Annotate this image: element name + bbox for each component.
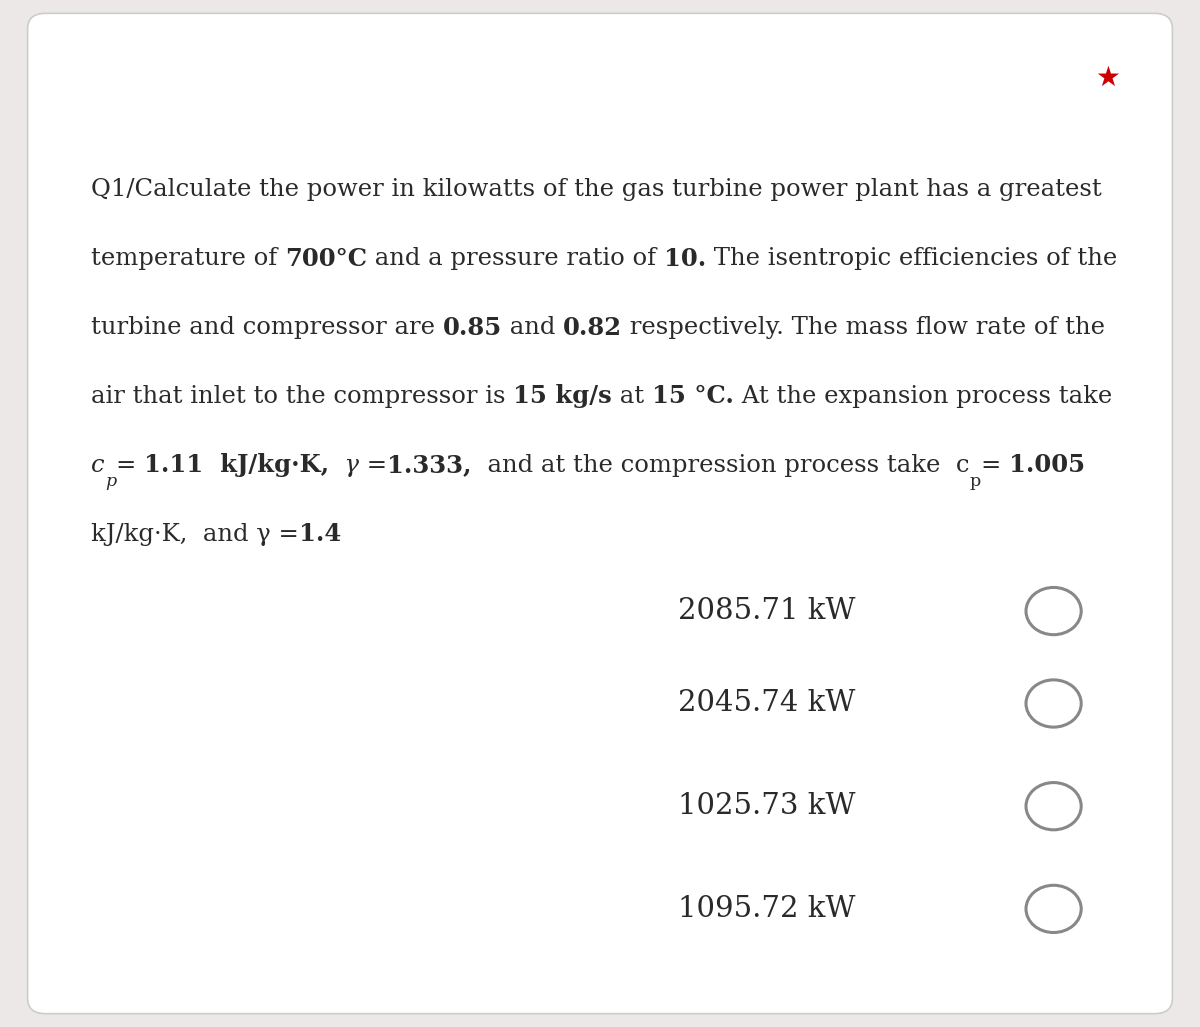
Text: 1.4: 1.4 — [299, 522, 341, 546]
Text: 15 °C.: 15 °C. — [652, 384, 734, 409]
Text: 1.005: 1.005 — [1009, 453, 1085, 478]
Text: kJ/kg·K,  and γ =: kJ/kg·K, and γ = — [91, 523, 299, 545]
Text: 1095.72 kW: 1095.72 kW — [678, 895, 856, 923]
Text: The isentropic efficiencies of the: The isentropic efficiencies of the — [706, 248, 1117, 270]
Text: turbine and compressor are: turbine and compressor are — [91, 316, 443, 339]
Text: 1025.73 kW: 1025.73 kW — [678, 792, 856, 821]
Text: 15 kg/s: 15 kg/s — [514, 384, 612, 409]
Text: 0.82: 0.82 — [563, 315, 623, 340]
Text: Q1/Calculate the power in kilowatts of the gas turbine power plant has a greates: Q1/Calculate the power in kilowatts of t… — [91, 179, 1102, 201]
Text: γ =: γ = — [329, 454, 388, 477]
FancyBboxPatch shape — [28, 13, 1172, 1014]
Text: p: p — [104, 473, 116, 490]
Text: 700°C: 700°C — [286, 246, 367, 271]
Text: 2045.74 kW: 2045.74 kW — [678, 689, 856, 718]
Text: and: and — [503, 316, 563, 339]
Text: 0.85: 0.85 — [443, 315, 503, 340]
Text: c: c — [91, 454, 104, 477]
Text: 1.333,: 1.333, — [388, 453, 472, 478]
Text: at: at — [612, 385, 652, 408]
Text: and at the compression process take  c: and at the compression process take c — [472, 454, 970, 477]
Text: ★: ★ — [1096, 64, 1120, 92]
Text: temperature of: temperature of — [91, 248, 286, 270]
Text: 1.11  kJ/kg·K,: 1.11 kJ/kg·K, — [144, 453, 329, 478]
Text: respectively. The mass flow rate of the: respectively. The mass flow rate of the — [623, 316, 1105, 339]
Text: and a pressure ratio of: and a pressure ratio of — [367, 248, 664, 270]
Text: At the expansion process take: At the expansion process take — [734, 385, 1112, 408]
Text: air that inlet to the compressor is: air that inlet to the compressor is — [91, 385, 514, 408]
Text: 10.: 10. — [664, 246, 706, 271]
Text: 2085.71 kW: 2085.71 kW — [678, 597, 856, 625]
Text: =: = — [116, 454, 144, 477]
Text: =: = — [980, 454, 1009, 477]
Text: p: p — [970, 473, 980, 490]
